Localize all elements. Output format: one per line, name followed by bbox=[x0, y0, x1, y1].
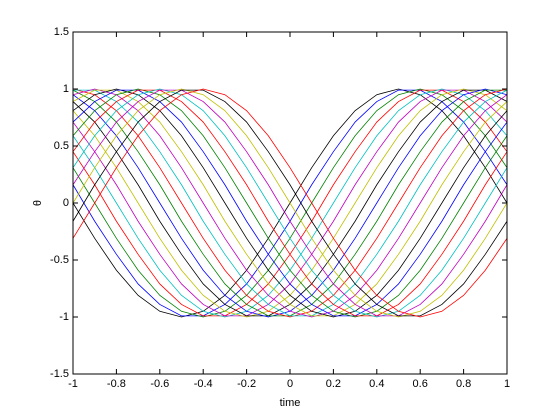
x-tick-label: 1 bbox=[504, 378, 510, 390]
x-tick-label: -1 bbox=[68, 378, 78, 390]
series-line bbox=[72, 88, 508, 318]
series-line bbox=[72, 89, 508, 317]
x-tick-label: 0 bbox=[287, 378, 293, 390]
y-tick-label: 0.5 bbox=[54, 140, 69, 152]
series-line bbox=[72, 88, 508, 318]
series-line bbox=[72, 89, 508, 317]
x-tick-label: 0.8 bbox=[456, 378, 471, 390]
series-line bbox=[73, 89, 508, 317]
series-line bbox=[72, 88, 508, 318]
x-tick-label: 0.6 bbox=[413, 378, 428, 390]
x-tick-label: -0.4 bbox=[194, 378, 213, 390]
x-axis-label: time bbox=[280, 397, 301, 409]
y-axis-label: θ bbox=[32, 200, 44, 206]
x-tick-label: -0.2 bbox=[237, 378, 256, 390]
y-tick-label: 1.5 bbox=[54, 26, 69, 38]
series-line bbox=[72, 88, 508, 318]
series-line bbox=[72, 89, 508, 317]
series-line bbox=[72, 89, 508, 317]
series-line bbox=[72, 88, 508, 318]
series-line bbox=[72, 88, 508, 318]
y-tick-label: -0.5 bbox=[50, 254, 69, 266]
y-tick-label: 0 bbox=[63, 197, 69, 209]
series-line bbox=[72, 89, 508, 317]
y-tick-label: -1.5 bbox=[50, 368, 69, 380]
x-tick-label: -0.6 bbox=[150, 378, 169, 390]
y-tick-label: 1 bbox=[63, 83, 69, 95]
x-tick-label: 0.4 bbox=[369, 378, 384, 390]
y-tick-label: -1 bbox=[59, 311, 69, 323]
x-tick-label: 0.2 bbox=[326, 378, 341, 390]
x-tick-label: -0.8 bbox=[107, 378, 126, 390]
series-line bbox=[72, 88, 508, 318]
